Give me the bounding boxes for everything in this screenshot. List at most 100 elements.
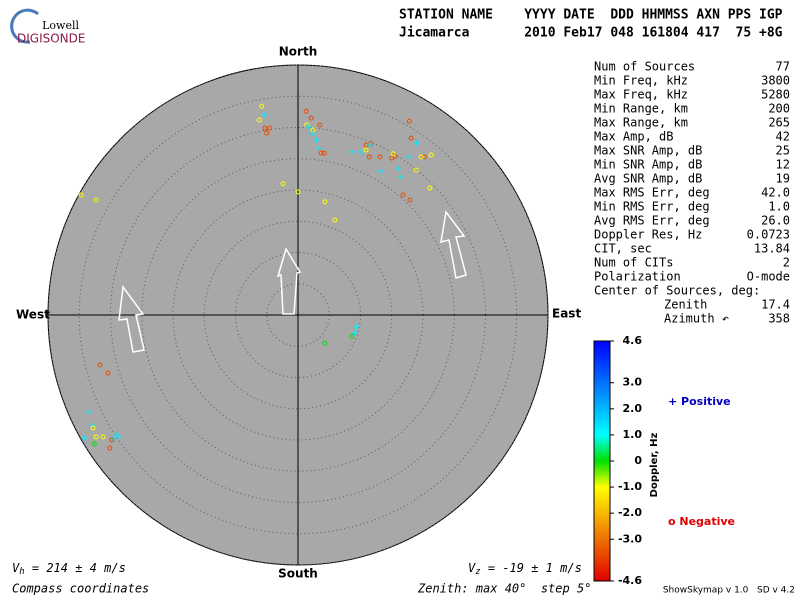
stat-label: Min Freq, kHz [594,74,688,88]
center-label: Azimuth ↶ [664,312,729,326]
stat-value: 200 [768,102,790,116]
colorbar-title: Doppler, Hz [649,433,660,498]
motion-arrows [118,210,467,353]
source-negative [295,189,301,195]
source-positive [305,123,311,130]
stat-label: Min SNR Amp, dB [594,158,702,172]
stat-value: 42.0 [761,186,790,200]
source-negative [390,151,396,157]
vz-text: = -19 ± 1 m/s [481,561,582,575]
stat-label: Max Freq, kHz [594,88,688,102]
source-negative [407,197,413,203]
source-negative [93,197,99,203]
direction-label: North [279,45,317,59]
vz-symbol: V [468,561,476,575]
vz: Vz = -19 ± 1 m/s [468,561,582,577]
stat-value: 77 [776,60,790,74]
colorbar-tick-label: 3.0 [623,376,643,389]
stat-value: 19 [776,172,790,186]
source-positive [348,148,355,155]
stat-label: Min RMS Err, deg [594,200,710,214]
stat-value: 1.0 [768,200,790,214]
source-negative [408,135,414,141]
stat-label: Avg RMS Err, deg [594,214,710,228]
source-positive [351,330,358,337]
source-positive [261,112,268,118]
colorbar-tick-label: 2.0 [623,402,643,415]
colorbar-tick-label: 4.6 [623,334,643,347]
logo-top: Lowell [42,19,79,32]
stat-value: 12 [776,158,790,172]
source-negative [332,217,338,223]
source-positive [116,433,123,440]
logo-arc [10,8,39,44]
stat-label: Min Range, km [594,102,688,116]
source-negative [109,437,115,443]
colorbar-tick-label: -2.0 [618,506,642,519]
source-negative [400,192,406,198]
stat-label: Max SNR Amp, dB [594,144,702,158]
arrow [276,247,302,315]
source-negative [406,118,412,124]
direction-label: West [16,308,50,322]
source-negative [262,125,268,131]
source-negative [105,370,111,376]
arrow [118,285,145,353]
logo-bottom: DIGISONDE [17,32,85,46]
stat-value: 26.0 [761,214,790,228]
source-negative [303,108,309,114]
vz-sub: z [475,567,480,577]
stat-label: Num of Sources [594,60,695,74]
arrow [440,210,467,279]
source-negative [421,154,427,160]
version: ShowSkymap v 1.0 SD v 4.2 [663,586,795,596]
center-value: 358 [768,312,790,326]
stat-label: Polarization [594,270,681,284]
source-negative [366,154,372,160]
source-positive [378,168,385,175]
source-negative [413,167,419,173]
vh-text: = 214 ± 4 m/s [25,561,126,575]
source-negative [428,152,434,158]
source-positive [395,165,401,172]
source-negative [78,192,84,198]
direction-label: East [552,307,581,321]
source-positive [356,148,363,155]
stat-value: O-mode [747,270,790,284]
source-negative [349,333,355,339]
source-negative [264,130,270,136]
source-positive [353,323,360,330]
colorbar-tick-label: 1.0 [623,428,643,441]
center-value: 17.4 [761,298,790,312]
source-positive [310,130,316,137]
colorbar [593,340,611,582]
zenith-note: Zenith: max 40° step 5° [417,582,591,596]
source-negative [363,147,369,153]
coords-note: Compass coordinates [12,582,149,596]
stat-value: 3800 [761,74,790,88]
stat-value: 265 [768,116,790,130]
stat-label: Avg SNR Amp, dB [594,172,702,186]
colorbar-tick-label: -3.0 [618,532,642,545]
stat-value: 25 [776,144,790,158]
legend-positive: + Positive [668,395,731,408]
source-negative [100,434,106,440]
source-negative [368,141,374,147]
source-positive [398,173,405,180]
source-negative [377,154,383,160]
stat-label: CIT, sec [594,242,652,256]
source-negative [107,445,113,451]
stat-value: 0.0723 [747,228,790,242]
source-positive [81,435,88,442]
stat-label: Doppler Res, Hz [594,228,702,242]
source-negative [280,181,286,187]
source-negative [91,441,97,447]
source-negative [256,117,262,123]
vh-symbol: V [12,561,20,575]
source-negative [97,362,103,368]
stat-label: Num of CITs [594,256,673,270]
colorbar-tick-label: 0 [634,454,642,467]
source-negative [259,103,265,109]
source-negative [267,125,273,131]
